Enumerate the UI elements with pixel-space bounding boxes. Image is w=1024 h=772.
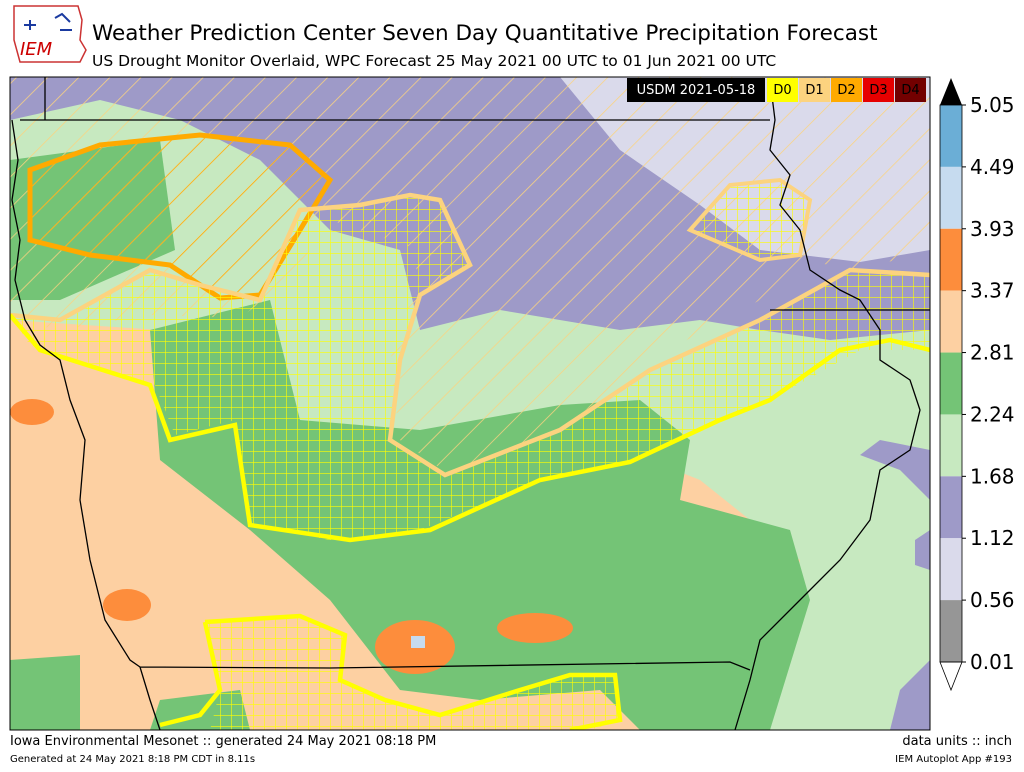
colorbar-tick-label: 3.93	[970, 217, 1015, 241]
colorbar-tick-label: 5.05	[970, 93, 1015, 117]
colorbar-segment	[940, 352, 962, 415]
legend-swatch	[831, 78, 862, 102]
legend: USDM 2021-05-18 D0 D1 D2 D3 D4	[627, 78, 926, 102]
colorbar-frame	[939, 104, 963, 663]
subtitle: US Drought Monitor Overlaid, WPC Forecas…	[92, 52, 776, 70]
footer-right: data units :: inch	[902, 734, 1012, 749]
map	[10, 77, 930, 730]
colorbar: 5.05 4.49 3.93 3.37 2.81 2.24 1.68 1.12 0.56 0.01	[939, 78, 1015, 692]
legend-title: USDM 2021-05-18	[637, 83, 756, 98]
colorbar-segment	[940, 166, 962, 229]
legend-label: D0	[773, 83, 791, 98]
legend-swatch	[799, 78, 830, 102]
legend-swatch	[895, 78, 926, 102]
colorbar-tick-label: 2.81	[970, 341, 1015, 365]
colorbar-tick-label: 4.49	[970, 155, 1015, 179]
logo-text: IEM	[20, 39, 53, 60]
colorbar-segment	[940, 105, 962, 167]
colorbar-segment	[940, 414, 962, 477]
legend-label: D3	[869, 83, 887, 98]
footer-left-small: Generated at 24 May 2021 8:18 PM CDT in …	[10, 754, 255, 765]
legend-label: D1	[805, 83, 823, 98]
colorbar-segment	[940, 600, 962, 662]
colorbar-segment	[940, 476, 962, 539]
colorbar-tick-label: 3.37	[970, 279, 1015, 303]
legend-swatch	[767, 78, 798, 102]
legend-swatch	[863, 78, 894, 102]
colorbar-segment	[940, 290, 962, 353]
colorbar-tick-label: 0.56	[970, 588, 1015, 612]
footer-right-small: IEM Autoplot App #193	[895, 754, 1012, 765]
colorbar-top-arrow	[940, 78, 962, 105]
colorbar-segment	[940, 538, 962, 601]
logo: IEM	[13, 5, 87, 63]
colorbar-tick-label: 1.12	[970, 526, 1015, 550]
legend-title-box	[627, 78, 765, 102]
colorbar-tick-label: 2.24	[970, 402, 1015, 426]
colorbar-segment	[940, 228, 962, 291]
colorbar-bottom-arrow	[939, 661, 963, 692]
legend-label: D2	[837, 83, 855, 98]
colorbar-tick-label: 0.01	[970, 650, 1015, 674]
colorbar-tick-label: 1.68	[970, 464, 1015, 488]
footer-left: Iowa Environmental Mesonet :: generated …	[10, 734, 436, 749]
legend-label: D4	[901, 83, 919, 98]
title: Weather Prediction Center Seven Day Quan…	[92, 21, 878, 46]
